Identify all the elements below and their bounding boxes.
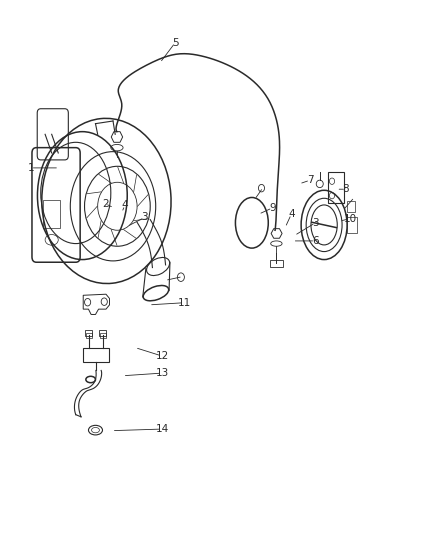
Text: 13: 13 bbox=[155, 368, 169, 378]
Text: 1: 1 bbox=[27, 163, 34, 173]
Bar bbox=[99, 330, 106, 336]
Text: 10: 10 bbox=[344, 214, 357, 223]
Text: 9: 9 bbox=[269, 203, 276, 213]
Text: 4: 4 bbox=[121, 200, 128, 210]
Text: 12: 12 bbox=[155, 351, 169, 361]
Bar bbox=[83, 348, 109, 362]
Bar bbox=[347, 217, 357, 233]
Text: 8: 8 bbox=[343, 184, 350, 194]
Bar bbox=[328, 172, 344, 203]
Bar bbox=[86, 333, 92, 338]
Text: 6: 6 bbox=[312, 236, 319, 246]
Text: 4: 4 bbox=[288, 209, 295, 219]
Text: 14: 14 bbox=[155, 424, 169, 434]
Bar bbox=[85, 330, 92, 336]
Bar bbox=[347, 201, 355, 212]
Bar bbox=[100, 333, 106, 338]
Text: 3: 3 bbox=[312, 218, 319, 228]
Bar bbox=[43, 200, 60, 228]
Text: 5: 5 bbox=[172, 38, 179, 47]
Text: 11: 11 bbox=[177, 298, 191, 308]
Text: 2: 2 bbox=[102, 199, 109, 208]
Bar bbox=[270, 260, 283, 266]
Text: 7: 7 bbox=[307, 175, 314, 185]
Text: 3: 3 bbox=[141, 213, 148, 222]
